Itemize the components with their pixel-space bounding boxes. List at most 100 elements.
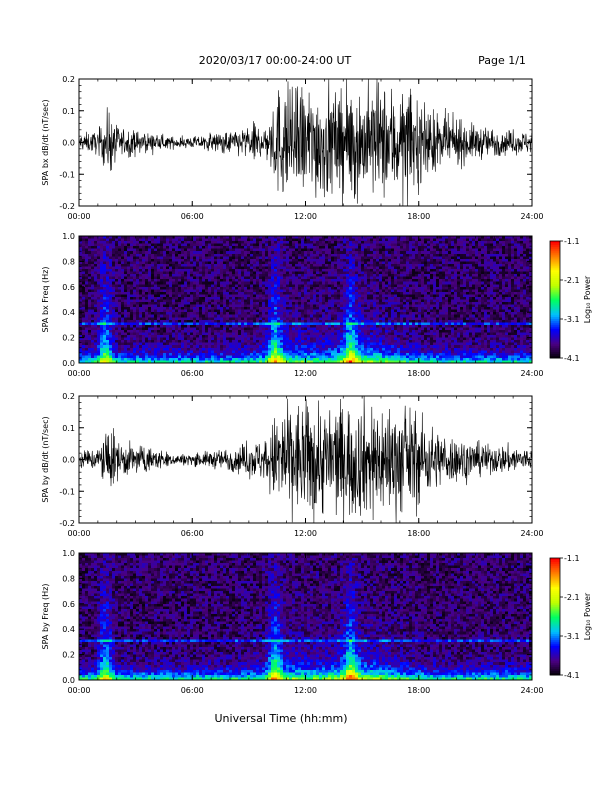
heatmap-cell bbox=[313, 353, 316, 356]
heatmap-cell bbox=[199, 246, 202, 249]
heatmap-cell bbox=[169, 335, 172, 338]
heatmap-cell bbox=[304, 282, 307, 285]
heatmap-cell bbox=[238, 353, 241, 356]
heatmap-cell bbox=[124, 350, 127, 353]
heatmap-cell bbox=[307, 279, 310, 282]
heatmap-cell bbox=[142, 261, 145, 264]
heatmap-cell bbox=[112, 241, 115, 244]
heatmap-cell bbox=[109, 251, 112, 254]
heatmap-cell bbox=[250, 333, 253, 336]
heatmap-cell bbox=[97, 289, 100, 292]
heatmap-cell bbox=[328, 307, 331, 310]
heatmap-cell bbox=[121, 358, 124, 361]
heatmap-cell bbox=[319, 325, 322, 328]
heatmap-cell bbox=[124, 327, 127, 330]
heatmap-cell bbox=[253, 358, 256, 361]
heatmap-cell bbox=[298, 289, 301, 292]
heatmap-cell bbox=[358, 279, 361, 282]
heatmap-cell bbox=[355, 241, 358, 244]
heatmap-cell bbox=[289, 338, 292, 341]
heatmap-cell bbox=[196, 358, 199, 361]
heatmap-cell bbox=[352, 327, 355, 330]
heatmap-cell bbox=[214, 261, 217, 264]
heatmap-cell bbox=[241, 282, 244, 285]
heatmap-cell bbox=[289, 307, 292, 310]
heatmap-cell bbox=[355, 335, 358, 338]
heatmap-cell bbox=[181, 289, 184, 292]
heatmap-cell bbox=[238, 266, 241, 269]
heatmap-cell bbox=[193, 259, 196, 262]
heatmap-cell bbox=[211, 343, 214, 346]
heatmap-cell bbox=[142, 315, 145, 318]
heatmap-cell bbox=[169, 284, 172, 287]
heatmap-cell bbox=[217, 297, 220, 300]
heatmap-cell bbox=[130, 330, 133, 333]
heatmap-cell bbox=[100, 322, 103, 325]
heatmap-cell bbox=[283, 340, 286, 343]
heatmap-cell bbox=[175, 282, 178, 285]
heatmap-cell bbox=[79, 327, 82, 330]
heatmap-cell bbox=[103, 325, 106, 328]
heatmap-cell bbox=[301, 287, 304, 290]
heatmap-cell bbox=[253, 284, 256, 287]
heatmap-cell bbox=[280, 355, 283, 358]
heatmap-cell bbox=[157, 343, 160, 346]
heatmap-cell bbox=[193, 317, 196, 320]
heatmap-cell bbox=[223, 292, 226, 295]
heatmap-cell bbox=[247, 284, 250, 287]
heatmap-cell bbox=[211, 320, 214, 323]
heatmap-cell bbox=[91, 340, 94, 343]
heatmap-cell bbox=[157, 297, 160, 300]
heatmap-cell bbox=[199, 327, 202, 330]
heatmap-cell bbox=[229, 277, 232, 280]
heatmap-cell bbox=[328, 282, 331, 285]
heatmap-cell bbox=[340, 345, 343, 348]
heatmap-cell bbox=[349, 251, 352, 254]
heatmap-cell bbox=[283, 305, 286, 308]
y-axis-label: SPA bx dB/dt (nT/sec) bbox=[41, 99, 50, 185]
heatmap-cell bbox=[328, 277, 331, 280]
heatmap-cell bbox=[154, 282, 157, 285]
heatmap-cell bbox=[133, 345, 136, 348]
heatmap-cell bbox=[298, 239, 301, 242]
heatmap-cell bbox=[235, 249, 238, 252]
heatmap-cell bbox=[220, 251, 223, 254]
heatmap-cell bbox=[175, 251, 178, 254]
heatmap-cell bbox=[178, 294, 181, 297]
heatmap-cell bbox=[322, 261, 325, 264]
heatmap-cell bbox=[157, 294, 160, 297]
heatmap-cell bbox=[136, 327, 139, 330]
heatmap-cell bbox=[145, 302, 148, 305]
heatmap-cell bbox=[148, 330, 151, 333]
heatmap-cell bbox=[304, 284, 307, 287]
heatmap-cell bbox=[367, 259, 370, 262]
heatmap-cell bbox=[202, 335, 205, 338]
heatmap-cell bbox=[124, 244, 127, 247]
heatmap-cell bbox=[307, 327, 310, 330]
heatmap-cell bbox=[361, 325, 364, 328]
heatmap-cell bbox=[229, 353, 232, 356]
heatmap-cell bbox=[157, 266, 160, 269]
heatmap-cell bbox=[235, 294, 238, 297]
heatmap-cell bbox=[313, 266, 316, 269]
heatmap-cell bbox=[133, 259, 136, 262]
heatmap-cell bbox=[97, 279, 100, 282]
heatmap-cell bbox=[331, 343, 334, 346]
heatmap-cell bbox=[208, 340, 211, 343]
heatmap-cell bbox=[235, 350, 238, 353]
heatmap-cell bbox=[196, 272, 199, 275]
heatmap-cell bbox=[316, 330, 319, 333]
heatmap-cell bbox=[181, 310, 184, 313]
heatmap-cell bbox=[349, 292, 352, 295]
heatmap-cell bbox=[340, 287, 343, 290]
heatmap-cell bbox=[343, 287, 346, 290]
heatmap-cell bbox=[271, 300, 274, 303]
heatmap-cell bbox=[94, 302, 97, 305]
heatmap-cell bbox=[151, 282, 154, 285]
heatmap-cell bbox=[280, 335, 283, 338]
heatmap-cell bbox=[109, 350, 112, 353]
heatmap-cell bbox=[202, 345, 205, 348]
heatmap-cell bbox=[316, 274, 319, 277]
heatmap-cell bbox=[130, 327, 133, 330]
heatmap-cell bbox=[190, 300, 193, 303]
